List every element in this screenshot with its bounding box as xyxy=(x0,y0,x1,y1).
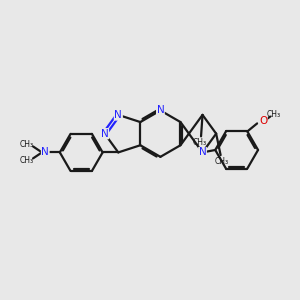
Text: N: N xyxy=(41,147,49,158)
Text: N: N xyxy=(114,110,122,120)
Text: N: N xyxy=(101,129,109,139)
Text: N: N xyxy=(199,147,206,158)
Text: CH₃: CH₃ xyxy=(193,138,207,147)
Text: N: N xyxy=(114,110,122,120)
Text: CH₃: CH₃ xyxy=(20,156,34,165)
Text: N: N xyxy=(157,106,164,116)
Text: N: N xyxy=(101,129,109,139)
Text: CH₃: CH₃ xyxy=(267,110,281,119)
Text: O: O xyxy=(259,116,267,126)
Text: CH₃: CH₃ xyxy=(215,157,229,166)
Text: CH₃: CH₃ xyxy=(20,140,34,148)
